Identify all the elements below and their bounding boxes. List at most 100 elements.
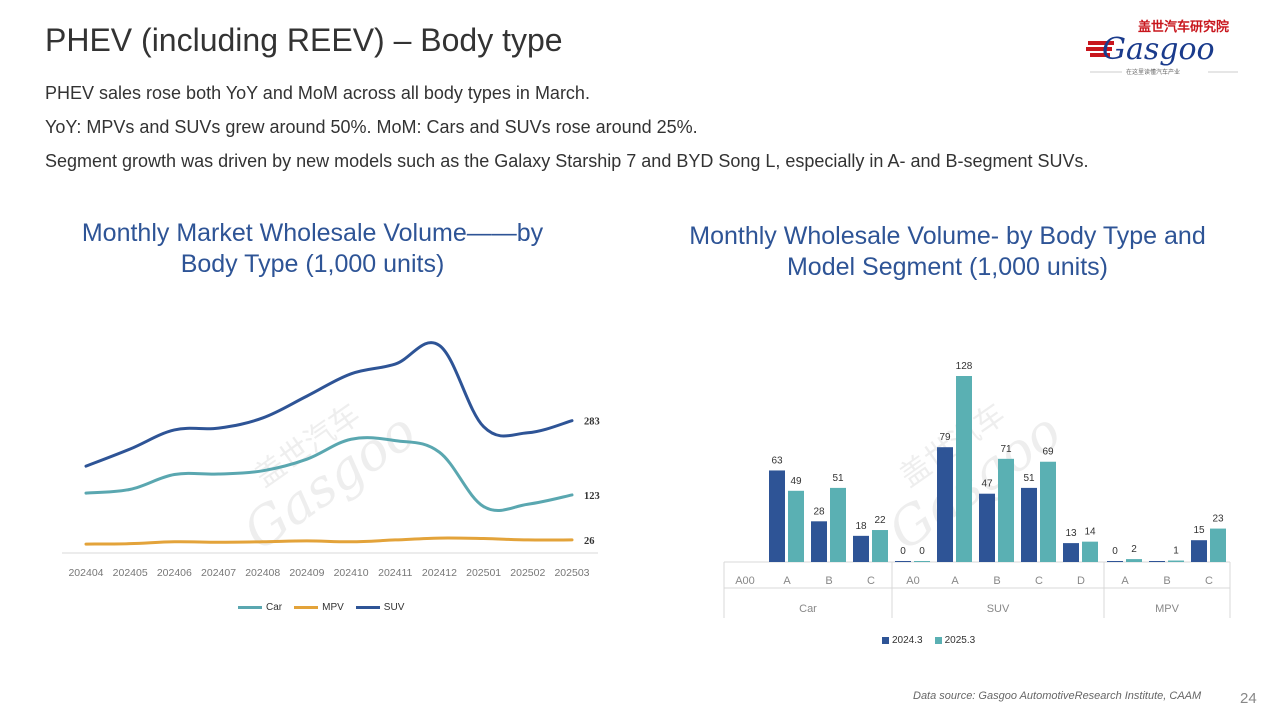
bar-2024-3 <box>769 470 785 562</box>
bar-value-label: 2 <box>1131 544 1137 555</box>
x-tick-label: 202501 <box>466 567 501 579</box>
end-label-suv: 283 <box>584 417 600 428</box>
data-point-mpv <box>217 541 220 544</box>
legend-item-suv: SUV <box>355 602 404 613</box>
bar-value-label: 1 <box>1173 546 1179 557</box>
group-label-car: Car <box>799 603 817 615</box>
data-point-car <box>129 488 132 491</box>
bar-2024-3 <box>1063 543 1079 562</box>
x-tick-label: 202502 <box>510 567 545 579</box>
x-tick-label: 202408 <box>245 567 280 579</box>
line-chart-title: Monthly Market Wholesale Volume——by Body… <box>40 218 585 280</box>
data-point-mpv <box>85 543 88 546</box>
data-point-mpv <box>261 540 264 543</box>
x-tick-label: 202406 <box>157 567 192 579</box>
data-point-mpv <box>438 537 441 540</box>
bar-value-label: 47 <box>981 479 993 490</box>
series-line-car <box>84 436 574 512</box>
bar-2025-3 <box>1082 541 1098 562</box>
data-point-mpv <box>129 542 132 545</box>
data-point-suv <box>129 447 132 450</box>
legend-label-car: Car <box>266 602 283 613</box>
segment-label: A <box>951 575 959 587</box>
group-label-mpv: MPV <box>1155 603 1180 615</box>
x-tick-label: 202409 <box>289 567 324 579</box>
data-point-car <box>85 492 88 495</box>
segment-label: A0 <box>906 575 919 587</box>
data-point-suv <box>482 425 485 428</box>
page-number: 24 <box>1240 690 1257 707</box>
bar-2025-3 <box>956 376 972 562</box>
x-tick-label: 202410 <box>334 567 369 579</box>
bar-2024-3 <box>1191 540 1207 562</box>
summary-bullets: PHEV sales rose both YoY and MoM across … <box>45 76 1089 178</box>
legend-item-2025-3: 2025.3 <box>934 635 975 646</box>
x-tick-label: 202407 <box>201 567 236 579</box>
data-point-mpv <box>350 540 353 543</box>
x-tick-label: 202503 <box>554 567 589 579</box>
segment-label: B <box>825 575 832 587</box>
series-line-suv <box>84 341 574 468</box>
segment-label: A00 <box>735 575 755 587</box>
page-title: PHEV (including REEV) – Body type <box>45 22 563 58</box>
legend-item-car: Car <box>238 602 282 613</box>
bar-value-label: 0 <box>919 546 925 557</box>
bar-value-label: 28 <box>813 506 825 517</box>
x-tick-label: 202411 <box>378 567 412 579</box>
bar-value-label: 69 <box>1042 447 1054 458</box>
bar-2024-3 <box>811 521 827 562</box>
bar-value-label: 13 <box>1065 528 1077 539</box>
data-point-suv <box>571 419 574 422</box>
bar-2025-3 <box>788 490 804 562</box>
data-point-suv <box>217 427 220 430</box>
line-chart-title-line-2: Body Type (1,000 units) <box>180 250 445 278</box>
data-point-car <box>438 451 441 454</box>
bar-2025-3 <box>1168 560 1184 562</box>
data-point-car <box>482 505 485 508</box>
group-label-suv: SUV <box>987 603 1010 615</box>
data-point-car <box>217 473 220 476</box>
bar-2025-3 <box>998 458 1014 562</box>
bar-value-label: 49 <box>790 476 802 487</box>
segment-label: C <box>1035 575 1043 587</box>
legend-swatch-2024-3 <box>882 637 889 644</box>
bar-2025-3 <box>872 530 888 562</box>
bar-chart-title-line-2: Model Segment (1,000 units) <box>786 253 1108 281</box>
data-point-car <box>394 439 397 442</box>
legend-label-mpv: MPV <box>322 602 344 613</box>
bar-value-label: 14 <box>1084 527 1096 538</box>
line-chart-title-line-1: Monthly Market Wholesale Volume——by <box>81 219 544 247</box>
x-tick-label: 202412 <box>422 567 457 579</box>
bar-2024-3 <box>937 447 953 562</box>
data-point-suv <box>350 372 353 375</box>
data-point-suv <box>173 428 176 431</box>
data-point-mpv <box>526 538 529 541</box>
bar-value-label: 0 <box>1112 546 1118 557</box>
bar-2024-3 <box>895 561 911 562</box>
line-chart: 202404 202405 202406 202407 202408 202409 2024… <box>62 341 600 579</box>
data-point-mpv <box>173 540 176 543</box>
data-point-mpv <box>305 539 308 542</box>
summary-line-3: Segment growth was driven by new models … <box>45 151 1089 171</box>
data-point-mpv <box>571 538 574 541</box>
legend-swatch-mpv <box>294 606 319 609</box>
legend-swatch-2025-3 <box>934 637 942 644</box>
segment-label: C <box>1205 575 1213 587</box>
data-point-car <box>261 469 264 472</box>
data-point-suv <box>526 431 529 434</box>
bar-2025-3 <box>1040 461 1056 562</box>
data-point-mpv <box>482 537 485 540</box>
end-label-mpv: 26 <box>584 536 595 547</box>
segment-label: B <box>1163 575 1170 587</box>
bar-value-label: 71 <box>1000 444 1012 455</box>
bar-2025-3 <box>1210 528 1226 562</box>
data-point-suv <box>261 416 264 419</box>
segment-label: A <box>783 575 791 587</box>
data-point-suv <box>394 363 397 366</box>
data-point-mpv <box>394 538 397 541</box>
data-point-suv <box>305 395 308 398</box>
bar-value-label: 51 <box>1023 473 1035 484</box>
legend-label-2024-3: 2024.3 <box>892 635 923 646</box>
data-point-car <box>305 458 308 461</box>
segment-label: D <box>1077 575 1085 587</box>
